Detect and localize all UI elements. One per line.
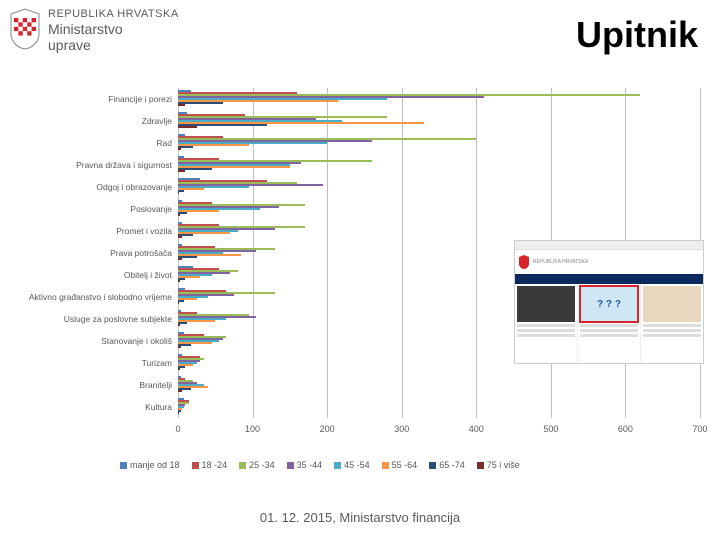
bar: [178, 390, 182, 392]
x-axis-label: 0: [175, 424, 180, 434]
category-label: Turizam: [0, 358, 178, 368]
bar: [178, 236, 182, 238]
bar: [178, 214, 180, 216]
legend-item: manje od 18: [120, 460, 180, 470]
category-label: Usluge za poslovne subjekte: [0, 314, 178, 324]
category-label: Poslovanje: [0, 204, 178, 214]
bar: [178, 104, 185, 106]
shield-icon: [10, 8, 40, 50]
category-label: Financije i porezi: [0, 94, 178, 104]
x-axis-label: 500: [543, 424, 558, 434]
category-label: Promet i vozila: [0, 226, 178, 236]
x-axis-label: 700: [692, 424, 707, 434]
category-label: Rad: [0, 138, 178, 148]
page-title: Upitnik: [576, 14, 698, 56]
legend-item: 55 -64: [382, 460, 418, 470]
logo-line2: Ministarstvo: [48, 21, 179, 37]
category-label: Odgoj i obrazovanje: [0, 182, 178, 192]
bar: [178, 346, 181, 348]
legend-item: 75 i više: [477, 460, 520, 470]
x-axis-label: 200: [320, 424, 335, 434]
category-label: Aktivno građanstvo i slobodno vrijeme: [0, 292, 178, 302]
logo-line1: REPUBLIKA HRVATSKA: [48, 8, 179, 21]
x-axis-label: 300: [394, 424, 409, 434]
ministry-logo: REPUBLIKA HRVATSKA Ministarstvo uprave: [10, 8, 179, 53]
bar: [178, 368, 180, 370]
legend-item: 45 -54: [334, 460, 370, 470]
legend-item: 18 -24: [192, 460, 228, 470]
category-label: Zdravlje: [0, 116, 178, 126]
bar: [178, 280, 180, 282]
bar: [178, 412, 179, 414]
category-label: Stanovanje i okoliš: [0, 336, 178, 346]
bar: [178, 192, 179, 194]
bar: [178, 170, 185, 172]
legend-item: 65 -74: [429, 460, 465, 470]
category-label: Kultura: [0, 402, 178, 412]
footer-text: 01. 12. 2015, Ministarstvo financija: [0, 510, 720, 525]
bar: [178, 126, 197, 128]
x-axis-label: 600: [618, 424, 633, 434]
legend-item: 25 -34: [239, 460, 275, 470]
logo-line3: uprave: [48, 37, 179, 53]
category-label: Obitelj i život: [0, 270, 178, 280]
bar: [178, 258, 182, 260]
x-axis-label: 400: [469, 424, 484, 434]
category-label: Branitelji: [0, 380, 178, 390]
website-thumbnail: REPUBLIKA HRVATSKA: [514, 240, 704, 364]
bar: [178, 302, 179, 304]
chart-legend: manje od 18 18 -24 25 -34 35 -44 45 -54 55 -6…: [120, 460, 520, 470]
category-label: Prava potrošača: [0, 248, 178, 258]
category-label: Pravna država i sigurnost: [0, 160, 178, 170]
x-axis-label: 100: [245, 424, 260, 434]
bar: [178, 148, 181, 150]
bar: [178, 324, 180, 326]
legend-item: 35 -44: [287, 460, 323, 470]
